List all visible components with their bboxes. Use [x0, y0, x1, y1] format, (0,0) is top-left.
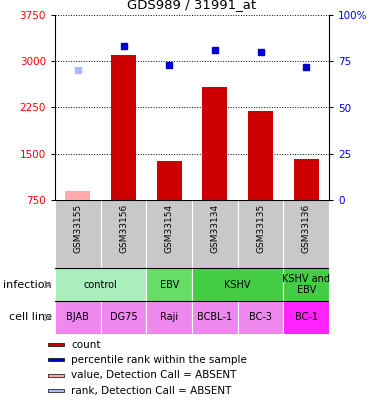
Bar — [238, 301, 283, 334]
Bar — [48, 374, 63, 377]
Text: GSM33135: GSM33135 — [256, 203, 265, 253]
Bar — [55, 200, 101, 268]
Bar — [238, 200, 283, 268]
Text: GSM33154: GSM33154 — [165, 203, 174, 253]
Text: EBV: EBV — [160, 279, 179, 290]
Text: percentile rank within the sample: percentile rank within the sample — [71, 355, 247, 365]
Text: KSHV and
EBV: KSHV and EBV — [282, 274, 330, 295]
Bar — [101, 301, 146, 334]
Bar — [283, 301, 329, 334]
Text: control: control — [84, 279, 118, 290]
Text: BC-1: BC-1 — [295, 313, 318, 322]
Text: DG75: DG75 — [110, 313, 137, 322]
Bar — [48, 389, 63, 392]
Text: cell line: cell line — [9, 313, 55, 322]
Text: GSM33134: GSM33134 — [210, 203, 219, 253]
Bar — [283, 268, 329, 301]
Bar — [146, 301, 192, 334]
Bar — [192, 200, 238, 268]
Bar — [146, 200, 192, 268]
Bar — [157, 161, 182, 200]
Text: BC-3: BC-3 — [249, 313, 272, 322]
Text: GSM33155: GSM33155 — [73, 203, 82, 253]
Text: rank, Detection Call = ABSENT: rank, Detection Call = ABSENT — [71, 386, 231, 396]
Text: Raji: Raji — [160, 313, 178, 322]
Bar — [248, 111, 273, 200]
Bar — [48, 343, 63, 346]
Text: infection: infection — [3, 279, 55, 290]
Text: BCBL-1: BCBL-1 — [197, 313, 232, 322]
Text: value, Detection Call = ABSENT: value, Detection Call = ABSENT — [71, 370, 236, 380]
Bar — [101, 200, 146, 268]
Text: count: count — [71, 339, 101, 350]
Bar — [55, 268, 146, 301]
Bar — [111, 55, 136, 200]
Text: GSM33156: GSM33156 — [119, 203, 128, 253]
Bar — [192, 268, 283, 301]
Bar — [283, 200, 329, 268]
Bar — [146, 268, 192, 301]
Text: KSHV: KSHV — [224, 279, 251, 290]
Title: GDS989 / 31991_at: GDS989 / 31991_at — [127, 0, 257, 11]
Bar — [48, 358, 63, 362]
Bar — [192, 301, 238, 334]
Bar — [65, 191, 91, 200]
Text: BJAB: BJAB — [66, 313, 89, 322]
Text: GSM33136: GSM33136 — [302, 203, 311, 253]
Bar — [202, 87, 227, 200]
Bar — [55, 301, 101, 334]
Bar — [293, 159, 319, 200]
